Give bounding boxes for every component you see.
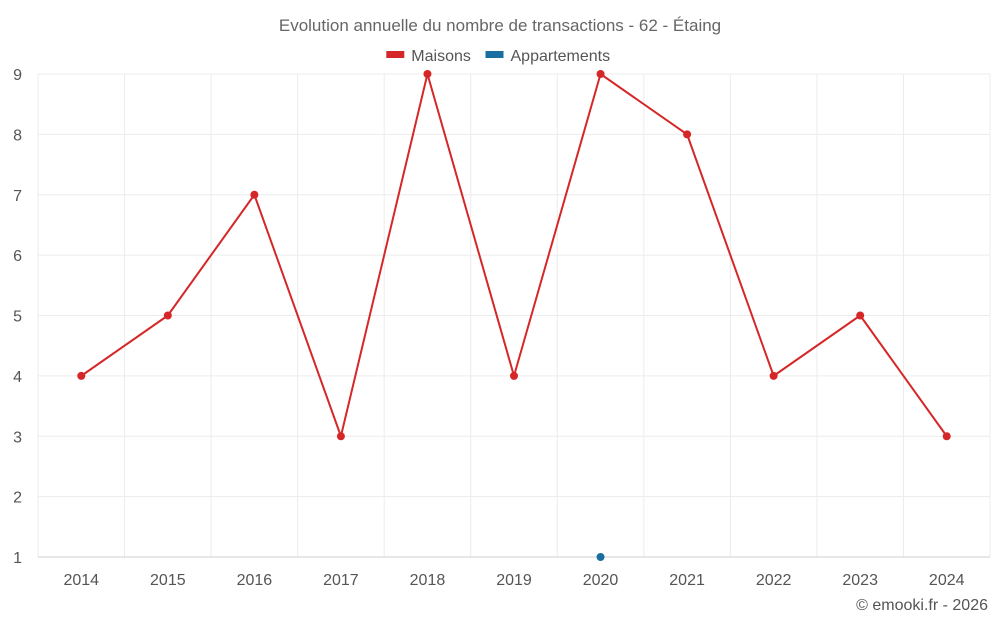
data-point — [423, 70, 432, 78]
legend: Maisons Appartements — [386, 48, 610, 65]
data-point — [77, 371, 86, 380]
y-tick-label: 2 — [13, 490, 22, 507]
data-point — [942, 432, 951, 441]
y-tick-label: 3 — [13, 429, 22, 446]
x-tick-label: 2023 — [842, 572, 878, 589]
series-layer — [77, 70, 951, 561]
y-tick-label: 9 — [13, 67, 22, 84]
legend-label: Maisons — [411, 48, 471, 65]
y-tick-label: 8 — [13, 127, 22, 144]
x-tick-label: 2020 — [583, 572, 619, 589]
x-axis: 2014 2015 2016 2017 2018 2019 2020 2021 2022 2023… — [63, 572, 964, 589]
x-tick-label: 2024 — [929, 572, 965, 589]
data-point — [250, 190, 259, 199]
data-point — [683, 130, 692, 139]
x-tick-label: 2017 — [323, 572, 359, 589]
x-tick-label: 2022 — [756, 572, 792, 589]
data-point — [769, 371, 778, 380]
legend-swatch — [386, 51, 405, 58]
x-tick-label: 2019 — [496, 572, 532, 589]
y-tick-label: 1 — [13, 550, 22, 567]
series-appartements — [596, 553, 605, 561]
legend-item-appartements: Appartements — [485, 48, 611, 65]
data-point — [596, 553, 605, 561]
y-tick-label: 7 — [13, 188, 22, 205]
y-tick-label: 5 — [13, 309, 22, 326]
legend-swatch — [485, 51, 504, 58]
x-tick-label: 2018 — [410, 572, 446, 589]
x-tick-label: 2015 — [150, 572, 186, 589]
data-point — [856, 311, 865, 320]
data-point — [163, 311, 172, 320]
chart-title: Evolution annuelle du nombre de transact… — [279, 16, 721, 35]
data-point — [510, 371, 518, 380]
legend-item-maisons: Maisons — [386, 48, 471, 65]
series-maisons — [77, 70, 951, 441]
data-point — [336, 432, 345, 441]
y-axis: 1 2 3 4 5 6 7 8 9 — [13, 67, 22, 567]
data-point — [596, 70, 605, 78]
y-tick-label: 6 — [13, 248, 22, 265]
y-tick-label: 4 — [13, 369, 22, 386]
credit-text: © emooki.fr - 2026 — [856, 597, 988, 614]
x-tick-label: 2021 — [669, 572, 705, 589]
x-tick-label: 2016 — [237, 572, 273, 589]
x-tick-label: 2014 — [63, 572, 99, 589]
legend-label: Appartements — [511, 48, 611, 65]
grid — [37, 73, 991, 558]
